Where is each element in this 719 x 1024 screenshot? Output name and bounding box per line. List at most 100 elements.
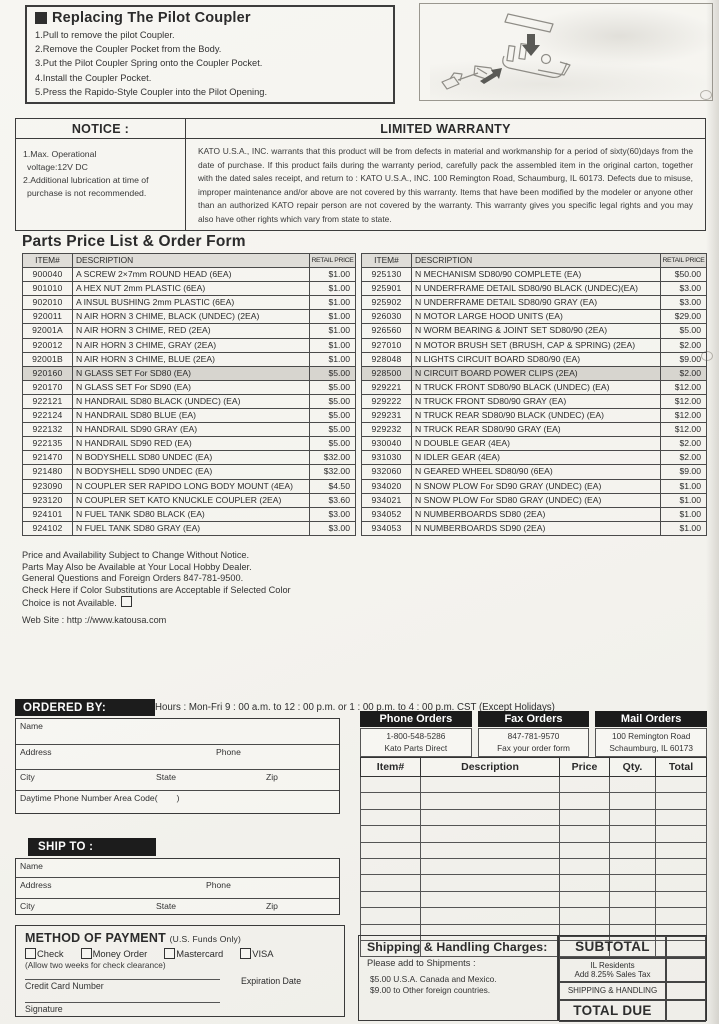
order-item-cell[interactable] [360, 775, 421, 794]
credit-card-number-field[interactable]: Credit Card Number [25, 979, 220, 991]
total-amount-cell[interactable] [666, 958, 706, 982]
order-item-cell[interactable] [360, 874, 421, 892]
order-total-cell[interactable] [655, 890, 707, 909]
total-row-label: IL Residents Add 8.25% Sales Tax [559, 958, 666, 982]
part-description: N IDLER GEAR (4EA) [411, 450, 661, 466]
order-qty-cell[interactable] [609, 907, 656, 925]
daytime-phone-field[interactable]: Daytime Phone Number Area Code( ) [16, 791, 339, 815]
order-description-cell[interactable] [420, 874, 560, 892]
color-substitution-checkbox[interactable] [120, 596, 132, 607]
order-qty-cell[interactable] [609, 792, 656, 810]
ordered-address-field[interactable]: Address Phone [16, 745, 339, 770]
order-price-cell[interactable] [559, 775, 610, 794]
total-amount-cell[interactable] [666, 982, 706, 1000]
order-description-cell[interactable] [420, 775, 560, 794]
ordered-name-field[interactable]: Name [16, 719, 339, 745]
business-hours: Hours : Mon-Fri 9 : 00 a.m. to 12 : 00 p… [155, 702, 555, 713]
part-description: N HANDRAIL SD80 BLUE (EA) [72, 408, 310, 424]
part-item-number: 920012 [22, 337, 73, 353]
order-item-cell[interactable] [360, 792, 421, 810]
part-price: $5.00 [309, 379, 356, 395]
order-total-cell[interactable] [655, 874, 707, 892]
parts-row: 927010 N MOTOR BRUSH SET (BRUSH, CAP & S… [361, 337, 707, 353]
order-item-cell[interactable] [360, 825, 421, 843]
order-price-cell[interactable] [559, 825, 610, 843]
name-label: Name [20, 861, 43, 871]
order-description-cell[interactable] [420, 907, 560, 925]
order-qty-cell[interactable] [609, 857, 656, 876]
total-amount-cell[interactable] [666, 1000, 706, 1022]
parts-row: 925901 N UNDERFRAME DETAIL SD80/90 BLACK… [361, 281, 707, 297]
part-description: N LIGHTS CIRCUIT BOARD SD80/90 (EA) [411, 351, 661, 367]
order-total-cell[interactable] [655, 907, 707, 925]
order-total-cell[interactable] [655, 775, 707, 794]
col-retail-price: RETAIL PRICE [660, 252, 707, 269]
order-qty-cell[interactable] [609, 841, 656, 859]
order-description-cell[interactable] [420, 808, 560, 827]
channel-details: 100 Remington Road Schaumburg, IL 60173 [595, 728, 708, 757]
order-total-cell[interactable] [655, 841, 707, 859]
ordered-city-state-zip-field[interactable]: City State Zip [16, 770, 339, 791]
ship-city-state-zip-field[interactable]: City State Zip [16, 899, 339, 916]
payment-option: Mastercard [164, 948, 223, 959]
expiration-date-field[interactable]: Expiration Date [241, 976, 339, 986]
col-description: DESCRIPTION [411, 252, 661, 269]
col-price: Price [559, 757, 610, 777]
city-label: City [20, 772, 35, 782]
order-price-cell[interactable] [559, 792, 610, 810]
payment-checkbox[interactable] [25, 948, 36, 959]
part-item-number: 928500 [361, 365, 412, 381]
order-total-cell[interactable] [655, 857, 707, 876]
order-price-cell[interactable] [559, 841, 610, 859]
parts-row: 920160 N GLASS SET For SD80 (EA) $5.00 [22, 365, 356, 381]
part-item-number: 928048 [361, 351, 412, 367]
order-price-cell[interactable] [559, 890, 610, 909]
order-qty-cell[interactable] [609, 890, 656, 909]
part-item-number: 934020 [361, 478, 412, 494]
order-price-cell[interactable] [559, 874, 610, 892]
order-price-cell[interactable] [559, 808, 610, 827]
order-price-cell[interactable] [559, 907, 610, 925]
signature-field[interactable]: Signature [25, 1002, 220, 1014]
credit-card-number-label: Credit Card Number [25, 981, 104, 991]
payment-checkbox[interactable] [240, 948, 252, 959]
payment-title-text: METHOD OF PAYMENT [25, 931, 166, 945]
part-item-number: 931030 [361, 450, 412, 466]
part-item-number: 92001A [22, 323, 73, 339]
total-amount-cell[interactable] [666, 936, 706, 958]
order-channel: Fax Orders 847-781-9570 Fax your order f… [477, 711, 590, 757]
payment-checkbox[interactable] [164, 948, 176, 959]
parts-row: 924102 N FUEL TANK SD80 GRAY (EA) $3.00 [22, 520, 356, 536]
order-item-cell[interactable] [360, 841, 421, 859]
order-total-cell[interactable] [655, 792, 707, 810]
payment-checkbox[interactable] [80, 948, 92, 959]
order-qty-cell[interactable] [609, 825, 656, 843]
ship-address-field[interactable]: Address Phone [16, 878, 339, 899]
order-description-cell[interactable] [420, 857, 560, 876]
order-qty-cell[interactable] [609, 775, 656, 794]
order-description-cell[interactable] [420, 792, 560, 810]
order-qty-cell[interactable] [609, 808, 656, 827]
part-description: N HANDRAIL SD90 GRAY (EA) [72, 422, 310, 438]
part-item-number: 920011 [22, 309, 73, 325]
order-description-cell[interactable] [420, 890, 560, 909]
part-price: $12.00 [660, 393, 707, 410]
order-item-cell[interactable] [360, 907, 421, 925]
order-total-cell[interactable] [655, 808, 707, 827]
order-total-cell[interactable] [655, 825, 707, 843]
order-price-cell[interactable] [559, 857, 610, 876]
order-item-cell[interactable] [360, 857, 421, 876]
order-qty-cell[interactable] [609, 874, 656, 892]
parts-row: 934020 N SNOW PLOW For SD90 GRAY (UNDEC)… [361, 478, 707, 494]
order-description-cell[interactable] [420, 825, 560, 843]
ordered-by-header: ORDERED BY: [15, 699, 155, 716]
part-price: $5.00 [660, 323, 707, 339]
order-item-cell[interactable] [360, 890, 421, 909]
part-description: N AIR HORN 3 CHIME, BLUE (2EA) [72, 351, 310, 367]
order-description-cell[interactable] [420, 841, 560, 859]
part-item-number: 934052 [361, 506, 412, 522]
address-label: Address [20, 747, 52, 757]
ship-name-field[interactable]: Name [16, 859, 339, 878]
parts-row: 921470 N BODYSHELL SD80 UNDEC (EA) $32.0… [22, 450, 356, 466]
order-item-cell[interactable] [360, 808, 421, 827]
